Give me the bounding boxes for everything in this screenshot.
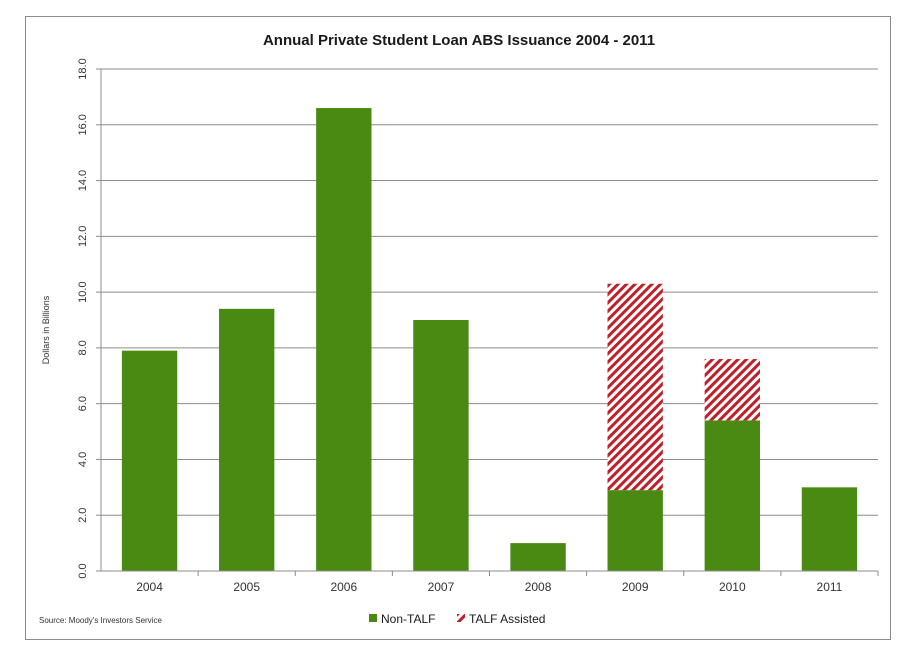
gridlines bbox=[101, 68, 878, 516]
source-note: Source: Moody's Investors Service bbox=[39, 616, 162, 625]
bar-non-talf-2011 bbox=[801, 487, 858, 571]
legend-swatch-non-talf bbox=[369, 614, 377, 622]
chart-title: Annual Private Student Loan ABS Issuance… bbox=[263, 32, 655, 49]
legend-label-non-talf: Non-TALF bbox=[381, 612, 435, 626]
legend-swatch-talf-assisted bbox=[457, 614, 465, 622]
x-tick-label: 2005 bbox=[233, 580, 260, 594]
y-tick-label: 18.0 bbox=[77, 58, 89, 79]
y-tick-label: 10.0 bbox=[77, 281, 89, 302]
bar-non-talf-2009 bbox=[607, 490, 663, 571]
bar-chart: Annual Private Student Loan ABS Issuance… bbox=[39, 32, 879, 626]
y-tick-label: 12.0 bbox=[77, 226, 89, 247]
bar-non-talf-2006 bbox=[316, 108, 372, 572]
x-tick-label: 2007 bbox=[428, 580, 455, 594]
chart-frame: Annual Private Student Loan ABS Issuance… bbox=[25, 16, 891, 640]
y-tick-label: 6.0 bbox=[77, 396, 89, 411]
y-tick-label: 4.0 bbox=[77, 452, 89, 467]
legend-label-talf-assisted: TALF Assisted bbox=[469, 612, 545, 626]
y-tick-label: 16.0 bbox=[77, 114, 89, 135]
y-axis-ticks: 0.0 2.0 4.0 6.0 8.0 10.0 12.0 14.0 16.0 18.0 bbox=[77, 58, 101, 579]
y-tick-label: 14.0 bbox=[77, 170, 89, 191]
bar-non-talf-2007 bbox=[413, 320, 469, 571]
bar-non-talf-2008 bbox=[510, 543, 566, 571]
x-tick-label: 2011 bbox=[817, 580, 843, 594]
bars bbox=[121, 108, 858, 572]
y-axis-label: Dollars in Billions bbox=[41, 295, 51, 364]
bar-talf-assisted-2010 bbox=[704, 359, 760, 421]
x-tick-label: 2010 bbox=[719, 580, 746, 594]
y-tick-label: 8.0 bbox=[77, 340, 89, 355]
y-tick-label: 2.0 bbox=[77, 508, 89, 523]
x-tick-label: 2009 bbox=[622, 580, 649, 594]
bar-non-talf-2005 bbox=[219, 308, 275, 571]
bar-non-talf-2004 bbox=[121, 350, 178, 571]
legend: Non-TALF TALF Assisted bbox=[369, 612, 545, 626]
x-tick-label: 2004 bbox=[136, 580, 163, 594]
x-tick-label: 2006 bbox=[330, 580, 357, 594]
bar-talf-assisted-2009 bbox=[607, 283, 663, 491]
bar-non-talf-2010 bbox=[704, 420, 760, 571]
x-axis-ticks: 2004 2005 2006 2007 2008 2009 2010 2011 bbox=[136, 571, 879, 594]
x-tick-label: 2008 bbox=[525, 580, 552, 594]
y-tick-label: 0.0 bbox=[77, 563, 89, 578]
